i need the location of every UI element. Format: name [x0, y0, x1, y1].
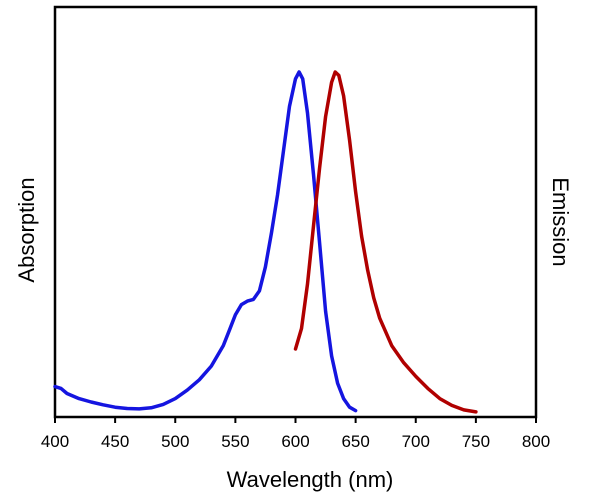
x-axis-title: Wavelength (nm) — [227, 467, 394, 492]
x-tick-label-700: 700 — [402, 432, 430, 451]
x-tick-label-800: 800 — [522, 432, 550, 451]
absorption-series-line — [53, 70, 358, 413]
x-tick-label-550: 550 — [221, 432, 249, 451]
x-tick-label-450: 450 — [101, 432, 129, 451]
x-tick-label-600: 600 — [281, 432, 309, 451]
y-axis-left-title: Absorption — [14, 177, 39, 282]
x-tick-label-750: 750 — [462, 432, 490, 451]
x-tick-label-500: 500 — [161, 432, 189, 451]
x-tick-label-650: 650 — [341, 432, 369, 451]
y-axis-right-title: Emission — [548, 177, 573, 266]
series-layer — [53, 70, 478, 414]
emission-series-line — [293, 70, 478, 414]
plot-frame — [53, 5, 538, 419]
x-axis-tick-labels: 400 450 500 550 600 650 700 750 800 — [41, 432, 550, 451]
x-tick-label-400: 400 — [41, 432, 69, 451]
x-axis-ticks — [54, 417, 537, 423]
